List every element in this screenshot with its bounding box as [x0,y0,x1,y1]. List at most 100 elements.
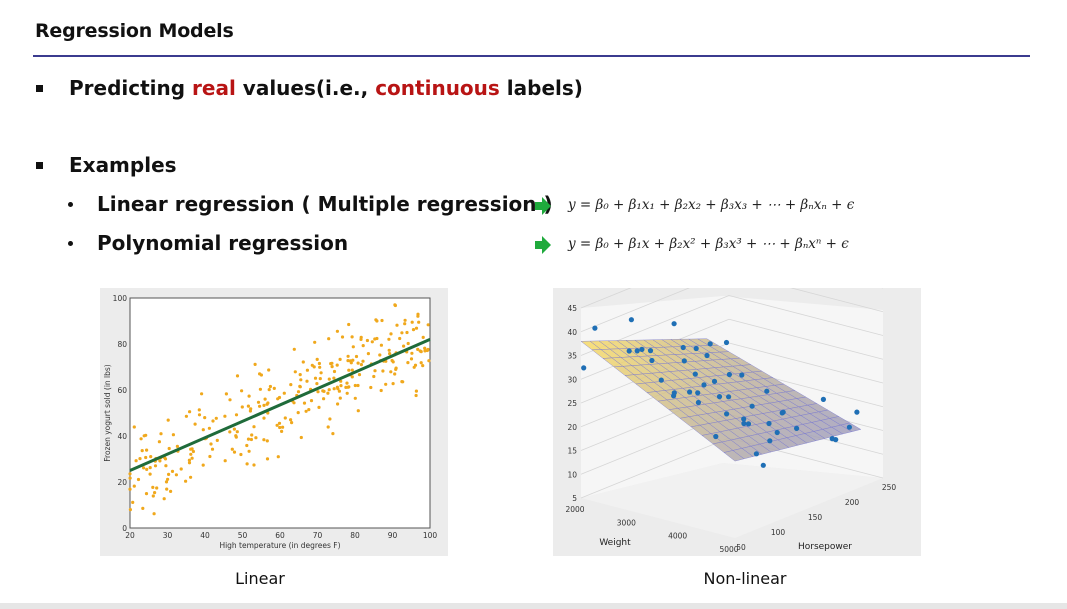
z-tick-label: 35 [567,352,577,361]
x-tick-label: 50 [238,531,248,540]
scatter-point [278,425,282,430]
scatter-point [332,369,337,374]
scatter-point [275,423,279,427]
scatter-point [403,322,407,326]
scatter-point [289,418,293,422]
scatter-point [402,344,406,348]
square-bullet [36,84,43,92]
scatter-point [153,464,158,468]
data-point [723,339,730,346]
scatter-point [128,476,132,480]
scatter-point [317,361,321,366]
scatter-point [379,343,383,347]
scatter-point [338,357,342,361]
scatter-point [307,408,311,412]
scatter-point [240,389,244,393]
scatter-point [316,390,320,394]
scatter-point [426,323,430,327]
bullet-text: Predicting real values(i.e., continuous … [69,76,583,100]
scatter-point [142,434,146,438]
scatter-point [164,464,168,468]
scatter-point [142,466,146,470]
data-point [741,416,747,422]
scatter-point [148,472,152,476]
data-point [581,365,587,371]
data-point [634,348,640,354]
scatter-point [400,380,404,384]
scatter-point [299,435,303,440]
data-point [724,411,730,417]
nonlinear-3d-figure: 5 10 15 20 25 30 35 40 45 2000 3000 4000 5000 50 100… [553,288,921,556]
scatter-point [350,368,354,372]
scatter-point [184,414,188,418]
scatter-point [230,447,234,451]
data-point [766,420,772,427]
scatter-point [228,430,232,434]
scatter-point [228,398,232,402]
scatter-point [201,428,205,432]
scatter-point [318,377,322,381]
scatter-point [413,363,418,367]
scatter-point [359,337,363,341]
horsepower-tick-label: 50 [736,543,746,552]
scatter-point [140,449,144,453]
scatter-point [302,401,307,405]
plot-area [129,297,431,529]
z-tick-label: 30 [567,375,577,384]
scatter-point [267,368,271,372]
grid-line [728,342,884,384]
scatter-point [328,417,332,421]
data-point [829,436,835,442]
scatter-point [351,358,355,362]
scatter-point [389,332,393,336]
highlight-continuous: continuous [375,76,500,100]
scatter-point [245,462,249,466]
scatter-point [335,329,339,333]
grid-line [789,288,884,313]
scatter-point [191,449,195,454]
scatter-point [313,376,318,380]
x-axis-label: High temperature (in degrees F) [219,541,340,550]
scatter-point [318,365,322,369]
data-point [745,421,752,427]
scatter-point [153,491,157,495]
scatter-point [258,372,262,376]
scatter-point [250,433,254,437]
data-point [680,344,686,351]
fit-line [129,338,431,472]
scatter-point [149,455,153,459]
scatter-point [224,392,228,396]
weight-tick-label: 5000 [719,545,738,554]
z-tick-label: 25 [567,399,577,408]
scatter-point [353,396,357,400]
scatter-point [379,388,383,393]
scatter-point [128,487,132,491]
grid-line [728,295,884,336]
scatter-point [234,434,238,438]
scatter-point [258,387,262,391]
scatter-point [254,436,258,440]
scatter-point [335,385,339,389]
scatter-point [378,353,382,357]
data-point [846,424,852,430]
scatter-point [319,371,323,375]
data-point [764,388,770,394]
weight-tick-label: 4000 [668,532,687,541]
y-axis-label: Horsepower [798,542,852,552]
data-point [767,438,773,444]
scatter-point [332,387,336,391]
scatter-point [175,444,179,448]
scatter-point [356,383,360,388]
scatter-point [167,446,171,451]
box-floor [581,463,883,538]
scatter-point [414,326,419,330]
data-point [628,317,634,323]
scatter-point [326,391,330,395]
scatter-point [346,385,350,389]
scatter-point [305,379,309,383]
scatter-point [139,437,143,441]
data-point [707,341,713,347]
scatter-point [144,455,148,460]
scatter-point [409,357,414,361]
scatter-point [391,382,395,386]
